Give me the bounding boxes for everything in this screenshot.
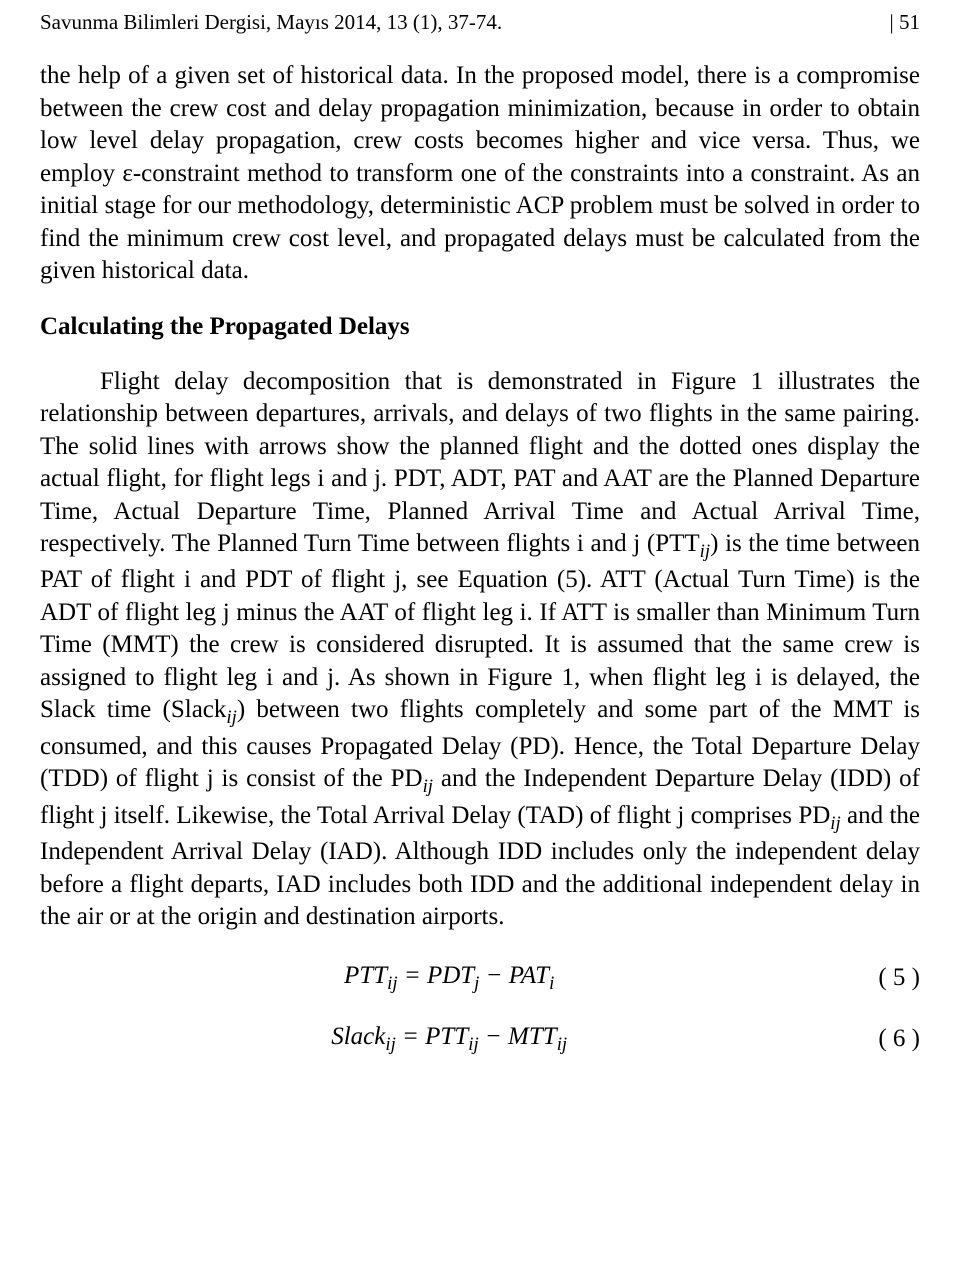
intro-paragraph: the help of a given set of historical da… <box>40 60 920 288</box>
eq5-r2-base: PAT <box>509 962 549 989</box>
journal-citation: Savunma Bilimleri Dergisi, Mayıs 2014, 1… <box>40 10 502 35</box>
eq5-eq: = <box>398 962 427 989</box>
equation-5-number: ( 5 ) <box>858 964 920 992</box>
page-number: | 51 <box>890 10 920 35</box>
equation-5: PTTij = PDTj − PATi <box>40 962 858 995</box>
eq6-minus: − <box>479 1023 508 1050</box>
body-para2-sub4: ij <box>830 813 840 834</box>
eq6-eq: = <box>396 1023 425 1050</box>
equation-6-number: ( 6 ) <box>858 1025 920 1053</box>
eq6-lhs-base: Slack <box>331 1023 385 1050</box>
body-paragraph-delays: Flight delay decomposition that is demon… <box>40 366 920 934</box>
eq5-r1-base: PDT <box>427 962 474 989</box>
eq5-minus: − <box>479 962 508 989</box>
equation-5-row: PTTij = PDTj − PATi ( 5 ) <box>40 962 920 995</box>
eq6-lhs-sub: ij <box>385 1034 395 1055</box>
eq5-r2-sub: i <box>549 973 554 994</box>
eq5-lhs-sub: ij <box>387 973 397 994</box>
equation-6-row: Slackij = PTTij − MTTij ( 6 ) <box>40 1023 920 1056</box>
body-para2-part2: ) is the time between PAT of flight i an… <box>40 530 920 723</box>
equation-6: Slackij = PTTij − MTTij <box>40 1023 858 1056</box>
page-container: Savunma Bilimleri Dergisi, Mayıs 2014, 1… <box>0 0 960 1096</box>
running-header: Savunma Bilimleri Dergisi, Mayıs 2014, 1… <box>40 10 920 35</box>
eq5-lhs-base: PTT <box>344 962 387 989</box>
body-para2-part1: Flight delay decomposition that is demon… <box>40 368 920 558</box>
eq6-r1-sub: ij <box>468 1034 478 1055</box>
body-para2-sub2: ij <box>226 707 236 728</box>
section-heading-propagated-delays: Calculating the Propagated Delays <box>40 313 920 341</box>
eq6-r1-base: PTT <box>425 1023 468 1050</box>
eq6-r2-base: MTT <box>508 1023 557 1050</box>
eq6-r2-sub: ij <box>557 1034 567 1055</box>
body-para2-sub3: ij <box>423 776 433 797</box>
body-para2-sub1: ij <box>700 541 710 562</box>
